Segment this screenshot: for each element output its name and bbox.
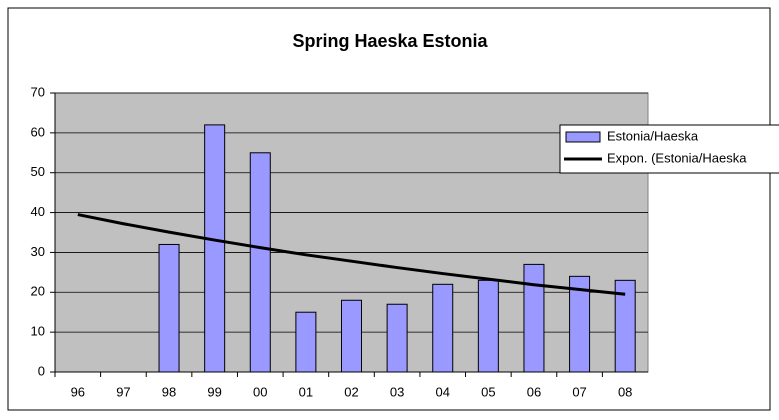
bar	[614, 279, 636, 373]
y-tick-label: 30	[31, 244, 45, 259]
y-tick-label: 10	[31, 324, 45, 339]
bar	[158, 243, 180, 373]
legend-label: Expon. (Estonia/Haeska	[607, 150, 747, 165]
y-tick-label: 60	[31, 124, 45, 139]
x-tick-label: 06	[527, 384, 541, 399]
x-tick-label: 04	[435, 384, 449, 399]
bar	[295, 311, 317, 373]
trend-line	[77, 213, 626, 296]
chart-title: Spring Haeska Estonia	[292, 31, 488, 51]
x-tick-label: 01	[299, 384, 313, 399]
x-tick-label: 02	[344, 384, 358, 399]
x-tick-label: 07	[572, 384, 586, 399]
bar	[432, 283, 454, 373]
bar	[523, 263, 545, 373]
legend-label: Estonia/Haeska	[607, 128, 699, 143]
x-tick-label: 05	[481, 384, 495, 399]
legend-swatch	[565, 131, 601, 143]
x-tick-label: 97	[116, 384, 130, 399]
y-tick-label: 70	[31, 84, 45, 99]
y-tick-label: 20	[31, 284, 45, 299]
x-tick-label: 96	[71, 384, 85, 399]
bar	[204, 124, 226, 373]
bar	[249, 152, 271, 373]
bar	[341, 299, 362, 373]
x-tick-label: 98	[162, 384, 176, 399]
x-tick-label: 03	[390, 384, 404, 399]
bar	[569, 275, 591, 373]
y-tick-label: 50	[31, 164, 45, 179]
x-tick-label: 99	[207, 384, 221, 399]
y-tick-label: 40	[31, 204, 45, 219]
bar	[477, 279, 499, 373]
x-tick-label: 08	[618, 384, 632, 399]
x-tick-label: 00	[253, 384, 267, 399]
y-tick-label: 0	[38, 363, 45, 378]
bar	[386, 303, 408, 373]
